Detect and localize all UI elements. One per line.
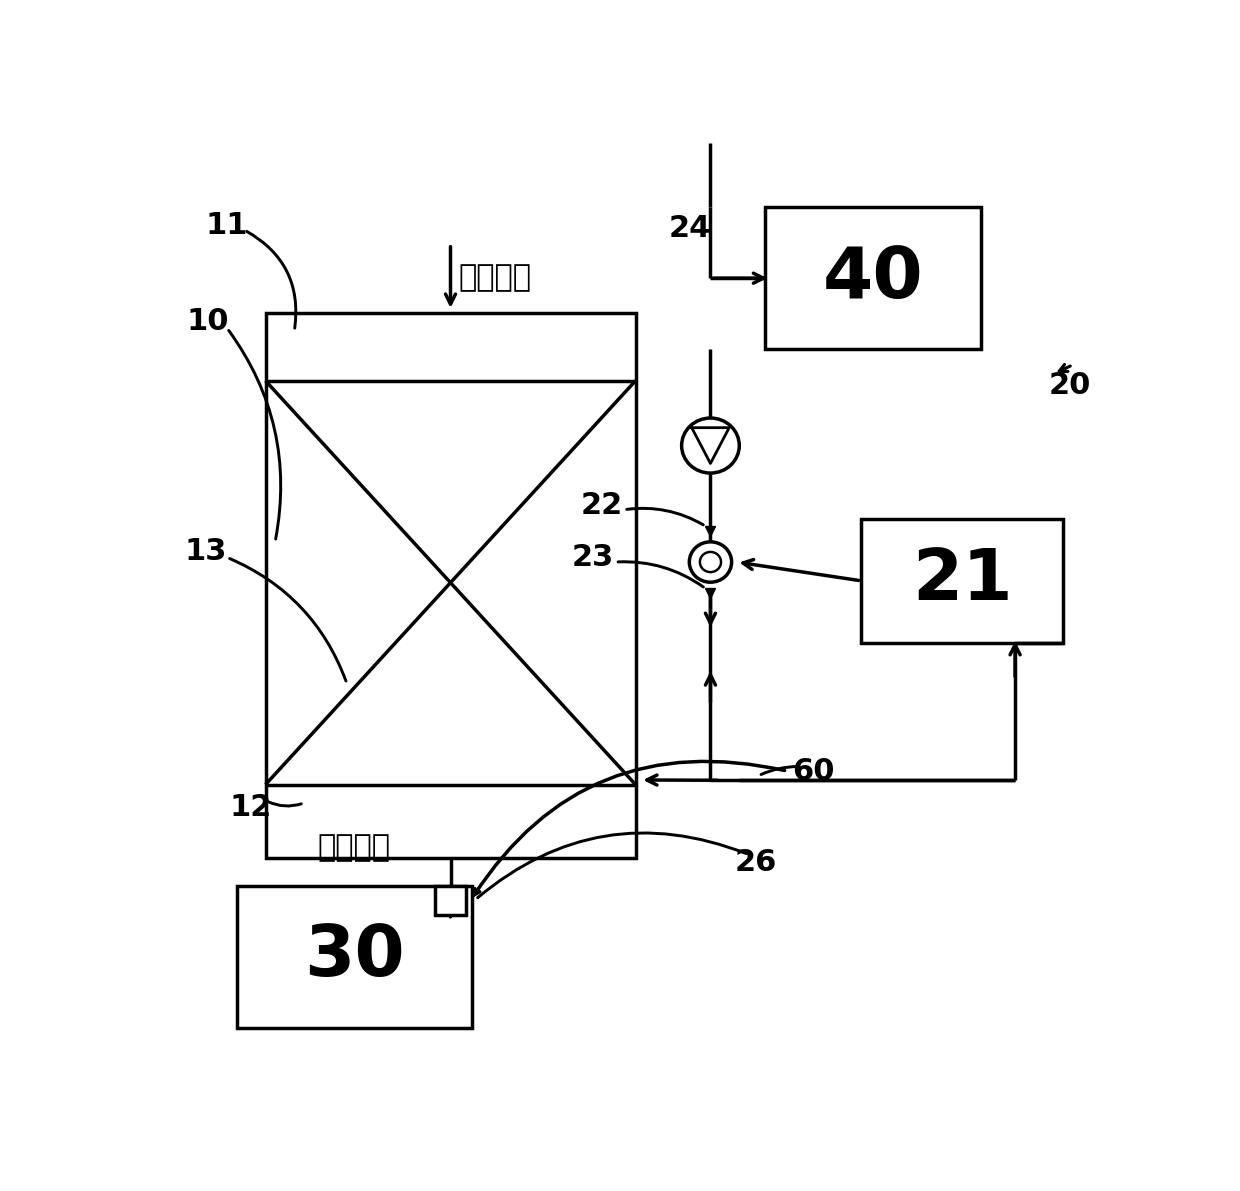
Text: 26: 26 xyxy=(734,848,776,878)
Text: 13: 13 xyxy=(185,536,227,566)
Text: 12: 12 xyxy=(229,793,273,822)
Circle shape xyxy=(682,418,739,473)
Text: 40: 40 xyxy=(823,244,924,313)
Text: 20: 20 xyxy=(1049,372,1091,400)
Text: 30: 30 xyxy=(304,922,404,991)
Circle shape xyxy=(689,542,732,582)
Polygon shape xyxy=(435,886,466,915)
Text: 锅炉烟气: 锅炉烟气 xyxy=(459,263,532,292)
Text: 23: 23 xyxy=(572,543,614,572)
Text: 10: 10 xyxy=(186,307,229,336)
Text: 22: 22 xyxy=(580,491,622,519)
Text: 锅炉烟气: 锅炉烟气 xyxy=(317,833,391,862)
Text: 21: 21 xyxy=(911,547,1013,616)
Text: 60: 60 xyxy=(792,756,835,786)
Text: 24: 24 xyxy=(668,213,711,243)
Text: 11: 11 xyxy=(206,211,248,239)
